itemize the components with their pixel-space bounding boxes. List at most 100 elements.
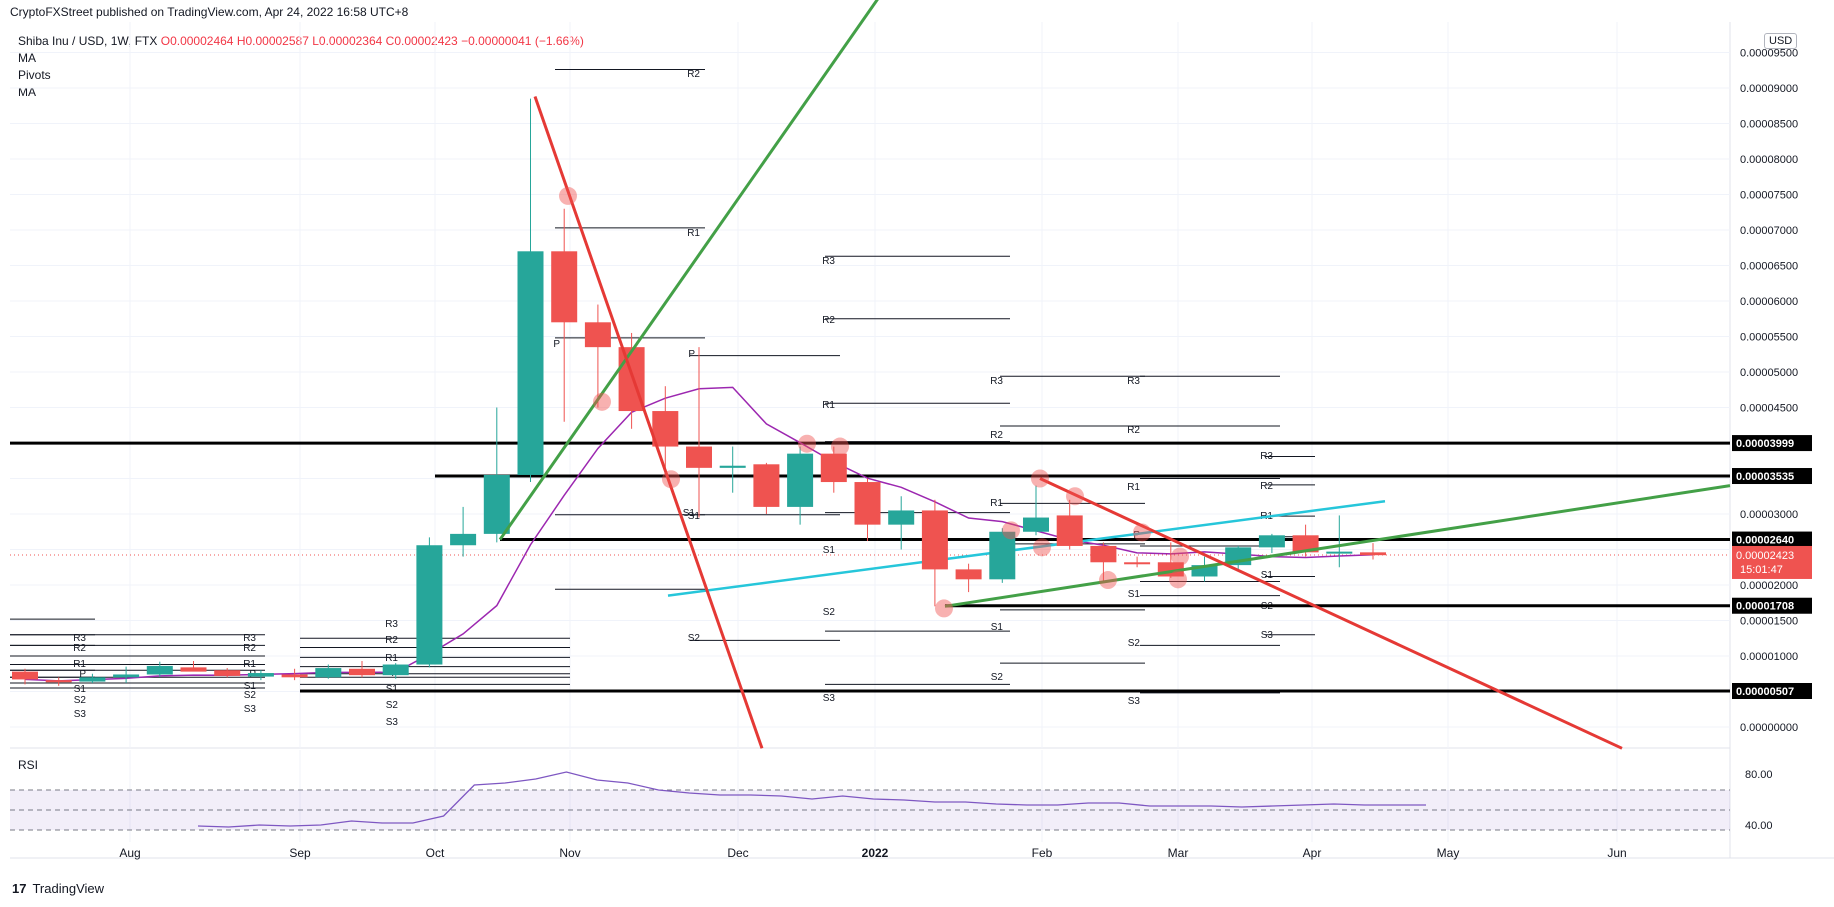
candle-body — [416, 545, 443, 665]
candle-body — [349, 668, 375, 676]
horizontal-levels — [10, 441, 1730, 693]
candle-body — [45, 680, 72, 683]
indicator-ma-2[interactable]: MA — [18, 85, 36, 99]
time-axis: Aug Sep Oct Nov Dec 2022 Feb Mar Apr May Jun — [119, 846, 1626, 860]
time-tick-label: Feb — [1032, 846, 1053, 860]
pivot-label: S3 — [1261, 630, 1274, 641]
pivot-label: S1 — [823, 545, 836, 556]
currency-badge[interactable]: USD — [1764, 33, 1798, 49]
current-price-badge — [1732, 545, 1812, 579]
pivot-label: P — [249, 669, 256, 680]
touch-marker — [1033, 538, 1051, 557]
time-tick-label: Aug — [119, 846, 140, 860]
pivot-label: P — [553, 339, 560, 350]
pivot-label: R3 — [73, 633, 86, 644]
candle-body — [1326, 551, 1353, 554]
tradingview-brand: 17 TradingView — [12, 881, 104, 896]
pivot-label: P — [391, 668, 398, 679]
pivot-label: S1 — [1261, 570, 1274, 581]
price-tick-label: 0.00001000 — [1740, 651, 1798, 663]
ohlc-change: −0.00000041 (−1.66%) — [461, 34, 584, 48]
price-tick-label: 0.00009000 — [1740, 83, 1798, 95]
candle-body — [1090, 545, 1117, 563]
touch-marker — [1171, 547, 1189, 566]
time-tick-label: Jun — [1607, 846, 1626, 860]
price-tick-label: 0.00008000 — [1740, 154, 1798, 166]
pivot-label: S2 — [1261, 601, 1274, 612]
rsi-tick-label: 40.00 — [1745, 820, 1773, 832]
current-price-label: 0.00002423 — [1736, 550, 1794, 562]
candle-body — [888, 510, 915, 525]
pivot-label: R3 — [385, 619, 398, 630]
candle-body — [1360, 552, 1386, 556]
candle-body — [1258, 535, 1285, 548]
pivot-label: R1 — [1260, 511, 1273, 522]
candle-body — [1157, 562, 1184, 577]
price-tick-label: 0.00007000 — [1740, 225, 1798, 237]
price-tick-label: 0.00001500 — [1740, 616, 1798, 628]
touch-marker — [1031, 469, 1049, 488]
touch-marker — [1099, 571, 1117, 590]
time-tick-label: Nov — [559, 846, 580, 860]
price-tick-label: 0.00003500 — [1740, 474, 1798, 486]
candle-body — [450, 533, 477, 546]
key-level-label: 0.00002640 — [1736, 535, 1794, 547]
touch-marker — [1169, 570, 1187, 589]
touch-marker — [1066, 487, 1084, 506]
touch-marker — [559, 186, 577, 205]
price-tick-label: 0.00000500 — [1740, 687, 1798, 699]
candle-body — [955, 569, 982, 580]
candle-body — [12, 671, 38, 680]
ohlc-close: C0.00002423 — [385, 34, 458, 48]
candle-body — [1124, 562, 1151, 565]
candle-body — [1191, 565, 1218, 577]
time-tick-label: Dec — [727, 846, 748, 860]
publisher-caption: CryptoFXStreet published on TradingView.… — [10, 5, 409, 19]
legend-symbol-row: Shiba Inu / USD, 1W, FTX O0.00002464 H0.… — [18, 33, 584, 50]
pivot-label: S2 — [244, 690, 257, 701]
trendline-red-falling — [1039, 477, 1623, 750]
pivot-label: R2 — [1127, 425, 1140, 436]
candle-body — [753, 464, 780, 507]
moving-averages — [24, 386, 1386, 682]
pivot-label: R2 — [385, 635, 398, 646]
pivot-label: R1 — [243, 659, 256, 670]
price-tick-label: 0.00000000 — [1740, 722, 1798, 734]
candle-body — [382, 664, 409, 676]
ma-fast-line — [24, 386, 1374, 682]
touch-marker — [593, 392, 611, 411]
touch-marker — [798, 434, 816, 453]
pivot-label: P — [79, 669, 86, 680]
time-tick-label: 2022 — [862, 846, 889, 860]
pivot-label: R2 — [243, 643, 256, 654]
pivot-label: R2 — [822, 315, 835, 326]
indicator-pivots[interactable]: Pivots — [18, 68, 51, 82]
pivot-label: R3 — [1127, 376, 1140, 387]
price-tick-label: 0.00004000 — [1740, 438, 1798, 450]
pivot-label: R1 — [990, 498, 1003, 509]
price-tick-label: 0.00005500 — [1740, 332, 1798, 344]
symbol-name[interactable]: Shiba Inu / USD, 1W, FTX — [18, 34, 158, 48]
indicator-ma-1[interactable]: MA — [18, 51, 36, 65]
pivot-label: S2 — [386, 700, 399, 711]
candle-body — [281, 674, 308, 678]
pivot-label: P — [1133, 530, 1140, 541]
key-level-badge — [1732, 531, 1812, 548]
pivot-label: S1 — [244, 681, 257, 692]
rsi-line — [197, 771, 1426, 828]
touch-marker — [1133, 523, 1151, 542]
ohlc-low: L0.00002364 — [312, 34, 383, 48]
candle-body — [551, 251, 578, 323]
key-level-label: 0.00000507 — [1736, 686, 1794, 698]
pivot-label: R1 — [1127, 482, 1140, 493]
price-axis: 0.00009500 0.00009000 0.00008500 0.00008000… — [1732, 48, 1812, 734]
rsi-label: RSI — [18, 758, 39, 772]
candle-body — [180, 667, 207, 672]
pivot-label: R1 — [687, 228, 700, 239]
pivot-label: R3 — [243, 633, 256, 644]
key-level-badge — [1732, 435, 1812, 452]
candle-body — [686, 446, 712, 468]
touch-marker — [831, 437, 849, 456]
pivot-label: S3 — [1128, 696, 1141, 707]
